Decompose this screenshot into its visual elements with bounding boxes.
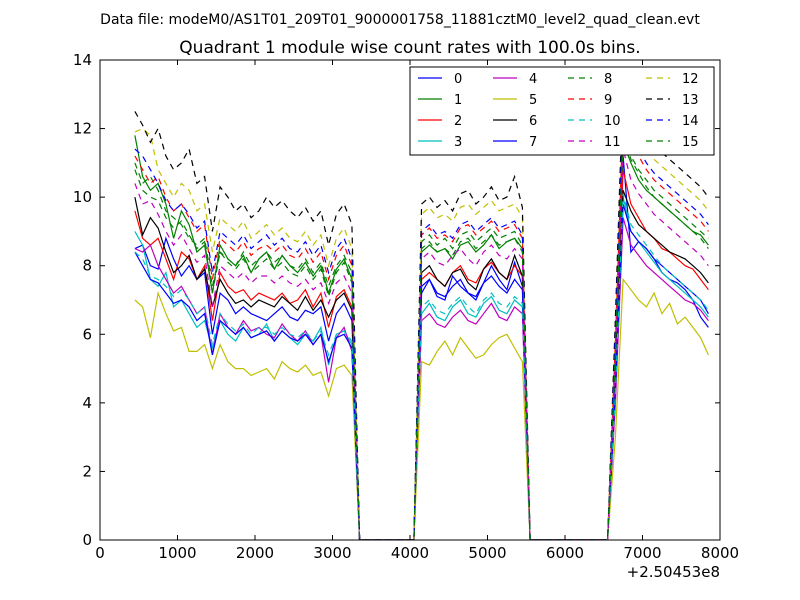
ticks-layer: 0 1000 2000 3000 4000 5000 6000 7000 80000246810… [73,51,739,562]
legend-label-3: 3 [454,135,462,150]
legend-label-5: 5 [529,93,537,108]
series-line-7 [134,203,709,540]
y-tick-label: 8 [82,257,92,275]
legend-label-4: 4 [529,72,537,87]
legend-label-0: 0 [454,72,462,87]
x-tick-label: 0 [95,544,105,562]
y-tick-label: 12 [73,120,92,138]
legend-box [409,66,715,156]
suptitle: Data file: modeM0/AS1T01_209T01_90000017… [100,12,700,28]
series-layer [134,80,709,540]
x-tick-label: 2000 [236,544,274,562]
y-tick-label: 0 [82,531,92,549]
series-line-15 [134,131,709,540]
x-tick-label: 4000 [391,544,429,562]
x-tick-label: 8000 [701,544,739,562]
x-tick-label: 5000 [468,544,506,562]
x-offset-label: +2.50453e8 [627,563,720,581]
y-tick-label: 4 [82,394,92,412]
legend-label-15: 15 [682,135,699,150]
legend-label-8: 8 [604,72,612,87]
legend-label-13: 13 [682,93,699,108]
legend-label-7: 7 [529,135,537,150]
legend-label-9: 9 [604,93,612,108]
legend-label-1: 1 [454,93,462,108]
y-tick-label: 14 [73,51,92,69]
legend-label-10: 10 [604,114,621,129]
y-tick-label: 2 [82,462,92,480]
legend-label-6: 6 [529,114,537,129]
legend-label-14: 14 [682,114,699,129]
x-tick-label: 3000 [313,544,351,562]
x-tick-label: 6000 [546,544,584,562]
legend-label-11: 11 [604,135,621,150]
series-line-11 [134,148,709,540]
chart-title: Quadrant 1 module wise count rates with … [179,38,640,58]
legend-label-2: 2 [454,114,462,129]
series-line-5 [134,277,709,540]
y-tick-label: 10 [73,188,92,206]
x-tick-label: 7000 [623,544,661,562]
x-tick-label: 1000 [158,544,196,562]
y-tick-label: 6 [82,325,92,343]
legend-label-12: 12 [682,72,699,87]
